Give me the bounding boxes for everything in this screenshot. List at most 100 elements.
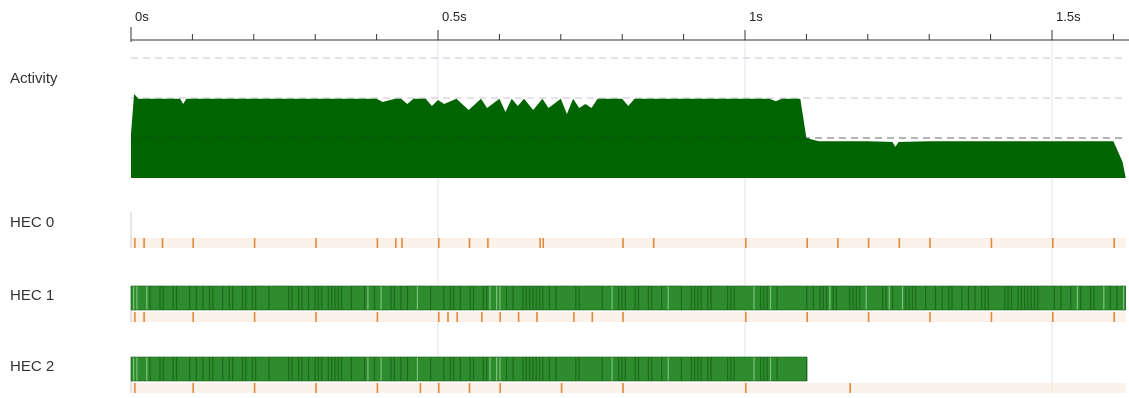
hec1-run-stripe [505, 286, 508, 310]
hec1-run-stripe [482, 286, 484, 310]
hec1-run-stripe [496, 286, 498, 310]
hec2-run-stripe [707, 357, 709, 381]
hec1-gc-mark [517, 312, 520, 322]
hec1-run-stripe [948, 286, 950, 310]
hec2-gc-mark [192, 383, 194, 393]
hec1-run-stripe [162, 286, 164, 310]
hec2-run-stripe [753, 357, 755, 381]
hec1-run-stripe [855, 286, 857, 310]
hec2-run-stripe [241, 357, 244, 381]
hec1-run-stripe [578, 286, 580, 310]
hec2-gc-mark [376, 383, 379, 393]
hec1-run-stripe [647, 286, 649, 310]
hec1-run-stripe [380, 286, 382, 310]
hec2-run-stripe [146, 357, 148, 381]
hec2-run-stripe [228, 357, 230, 381]
hec0-gc-mark [143, 238, 145, 248]
hec1-gc-mark [438, 312, 440, 322]
hec2-row-label: HEC 2 [10, 358, 55, 375]
hec1-run-stripe [1103, 286, 1105, 310]
hec2-gc-mark [622, 383, 624, 393]
hec2-gc-mark [253, 383, 256, 393]
hec1-run-stripe [892, 286, 894, 310]
hec2-run-stripe [133, 357, 135, 381]
hec0-gc-mark [376, 238, 379, 248]
hec1-run-stripe [1037, 286, 1039, 310]
hec2-run-stripe [367, 357, 369, 381]
ruler-tick-label: 1.5s [1056, 9, 1081, 24]
hec1-run-stripe [298, 286, 300, 310]
hec1-gc-mark [376, 312, 379, 322]
hec0-gc-strip [131, 238, 1126, 248]
hec1-run-stripe [222, 286, 224, 310]
activity-row-label: Activity [10, 70, 58, 87]
hec1-run-stripe [373, 286, 376, 310]
hec2-run-stripe [298, 357, 300, 381]
hec0-gc-mark [929, 238, 931, 248]
hec1-run-stripe [538, 286, 541, 310]
hec1-row-label: HEC 1 [10, 287, 55, 304]
hec2-run-stripe [393, 357, 395, 381]
hec1-run-stripe [812, 286, 814, 310]
hec2-run-stripe [340, 357, 343, 381]
hec1-run-stripe [1020, 286, 1022, 310]
hec1-run-stripe [469, 286, 471, 310]
hec2-run-stripe [321, 357, 323, 381]
hec2-run-stripe [400, 357, 402, 381]
hec1-run-stripe [430, 286, 432, 310]
hec1-run-stripe [1053, 286, 1055, 310]
hec1-run-stripe [934, 286, 937, 310]
hec1-run-stripe [340, 286, 343, 310]
hec1-gc-mark [1052, 312, 1054, 322]
hec2-gc-mark [745, 383, 747, 393]
hec2-gc-mark [438, 383, 440, 393]
hec0-gc-mark [161, 238, 164, 248]
hec1-gc-mark [591, 312, 594, 322]
hec0-gc-mark [1113, 238, 1115, 248]
hec2-run-stripe [222, 357, 224, 381]
hec2-run-stripe [364, 357, 366, 381]
hec2-run-stripe [331, 357, 333, 381]
hec1-run-stripe [987, 286, 989, 310]
hec2-run-stripe [337, 357, 339, 381]
hec2-run-stripe [202, 357, 204, 381]
hec1-run-stripe [390, 286, 392, 310]
hec1-gc-mark [573, 312, 575, 322]
hec1-run-stripe [202, 286, 204, 310]
hec2-run-stripe [172, 357, 174, 381]
hec1-run-stripe [472, 286, 475, 310]
hec1-run-stripe [822, 286, 824, 310]
hec0-gc-mark [438, 238, 440, 248]
hec1-gc-mark [253, 312, 256, 322]
hec2-run-stripe [730, 357, 732, 381]
hec2-run-stripe [449, 357, 451, 381]
hec1-run-stripe [453, 286, 455, 310]
hec1-run-stripe [961, 286, 963, 310]
hec2-run-stripe [232, 357, 234, 381]
hec1-run-stripe [680, 286, 682, 310]
hec1-run-stripe [852, 286, 854, 310]
hec1-run-stripe [776, 286, 778, 310]
hec2-run-stripe [459, 357, 461, 381]
hec1-run-stripe [832, 286, 834, 310]
hec2-run-stripe [624, 357, 626, 381]
hec1-run-stripe [1004, 286, 1006, 310]
hec2-run-stripe [661, 357, 663, 381]
hec2-run-stripe [208, 357, 211, 381]
hec1-run-stripe [525, 286, 527, 310]
hec2-gc-mark [134, 383, 136, 393]
hec2-run-stripe [733, 357, 735, 381]
hec1-run-stripe [449, 286, 451, 310]
hec1-run-stripe [1080, 286, 1082, 310]
hec1-run-stripe [133, 286, 135, 310]
hec1-run-stripe [766, 286, 768, 310]
hec2-run-stripe [763, 357, 765, 381]
hec2-run-stripe [618, 357, 620, 381]
hec2-run-stripe [327, 357, 329, 381]
hec1-run-stripe [1030, 286, 1032, 310]
hec2-gc-mark [419, 383, 422, 393]
hec2-run-stripe [499, 357, 501, 381]
hec1-run-stripe [984, 286, 986, 310]
